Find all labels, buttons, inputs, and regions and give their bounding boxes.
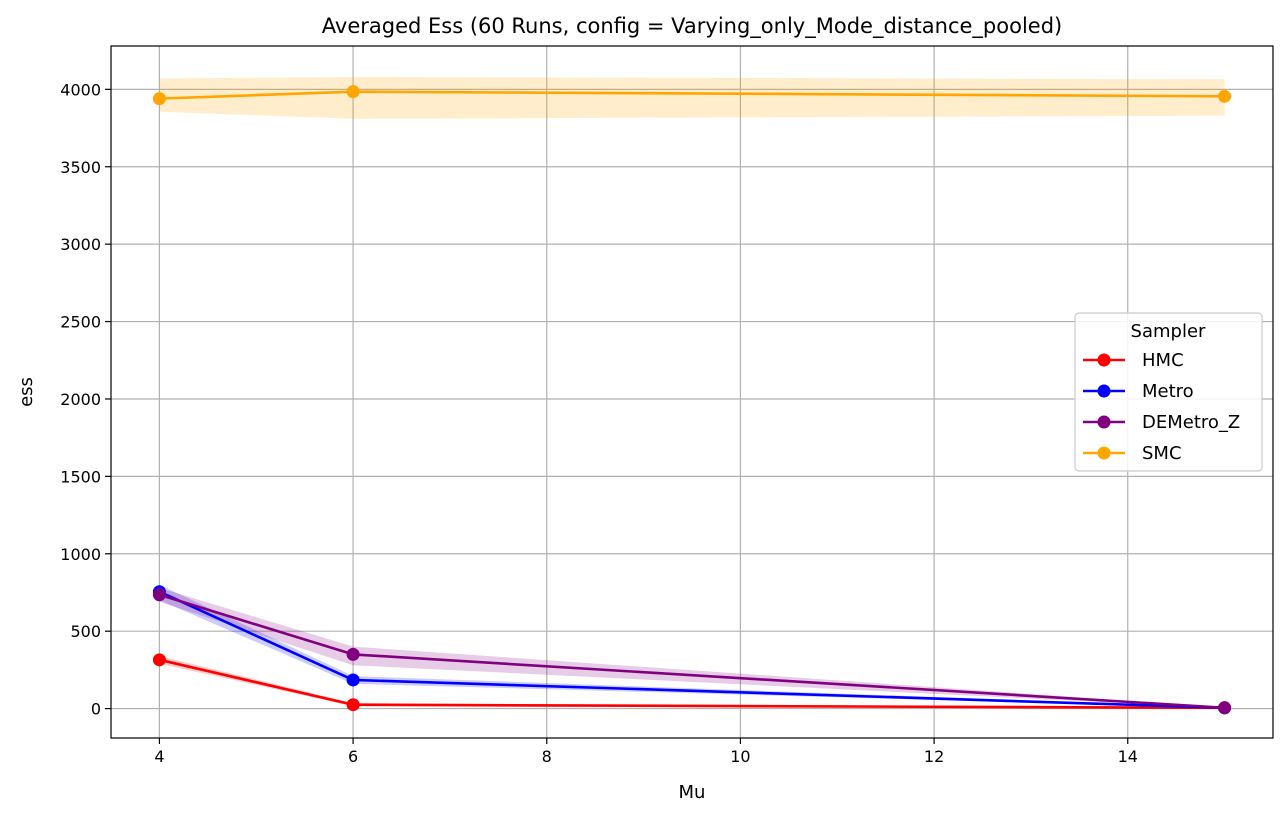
legend-item-metro: Metro xyxy=(1083,381,1194,402)
legend-items: HMC Metro DEMetro_Z SMC xyxy=(1083,350,1240,464)
chart-title: Averaged Ess (60 Runs, config = Varying_… xyxy=(322,14,1063,39)
y-tick-label: 0 xyxy=(91,700,101,719)
axis-ticks: 4 6 8 10 12 14 0 500 1000 1500 2000 2500 3000 3500 400… xyxy=(60,80,1138,766)
demetro-z-point xyxy=(152,588,166,602)
confidence-bands xyxy=(159,76,1225,709)
y-tick-label: 3000 xyxy=(60,235,101,254)
y-tick-label: 4000 xyxy=(60,80,101,99)
legend-label: DEMetro_Z xyxy=(1142,412,1240,433)
smc-band xyxy=(159,76,1225,119)
y-tick-label: 1500 xyxy=(60,467,101,486)
legend-item-hmc: HMC xyxy=(1083,350,1184,371)
x-axis-label: Mu xyxy=(679,782,706,803)
y-tick-label: 2500 xyxy=(60,313,101,332)
x-tick-label: 10 xyxy=(730,747,750,766)
smc-point xyxy=(152,92,166,106)
x-tick-label: 6 xyxy=(348,747,358,766)
legend-label: Metro xyxy=(1142,381,1194,402)
x-tick-label: 14 xyxy=(1118,747,1138,766)
x-tick-label: 4 xyxy=(154,747,164,766)
y-tick-label: 1000 xyxy=(60,545,101,564)
legend-swatch-marker xyxy=(1097,384,1111,398)
demetro-z-point xyxy=(1218,701,1232,715)
y-tick-label: 3500 xyxy=(60,158,101,177)
x-tick-label: 8 xyxy=(542,747,552,766)
y-tick-label: 2000 xyxy=(60,390,101,409)
legend-label: SMC xyxy=(1142,443,1182,464)
legend-item-smc: SMC xyxy=(1083,443,1182,464)
legend-swatch-marker xyxy=(1097,446,1111,460)
smc-point xyxy=(346,85,360,99)
smc-point xyxy=(1218,89,1232,103)
legend-swatch-marker xyxy=(1097,353,1111,367)
hmc-point xyxy=(346,698,360,712)
plot-frame xyxy=(110,45,1274,739)
legend-box xyxy=(1074,312,1263,472)
demetro-z-point xyxy=(346,647,360,661)
legend-swatch-marker xyxy=(1097,415,1111,429)
x-tick-label: 12 xyxy=(924,747,944,766)
legend: Sampler HMC Metro DEMetro_Z SMC xyxy=(1074,312,1263,472)
y-tick-label: 500 xyxy=(70,622,101,641)
legend-title: Sampler xyxy=(1131,321,1206,342)
legend-label: HMC xyxy=(1142,350,1184,371)
hmc-point xyxy=(152,653,166,667)
metro-point xyxy=(346,673,360,687)
series-lines xyxy=(152,85,1232,715)
y-axis-label: ess xyxy=(16,377,37,407)
legend-item-demetro-z: DEMetro_Z xyxy=(1083,412,1240,433)
